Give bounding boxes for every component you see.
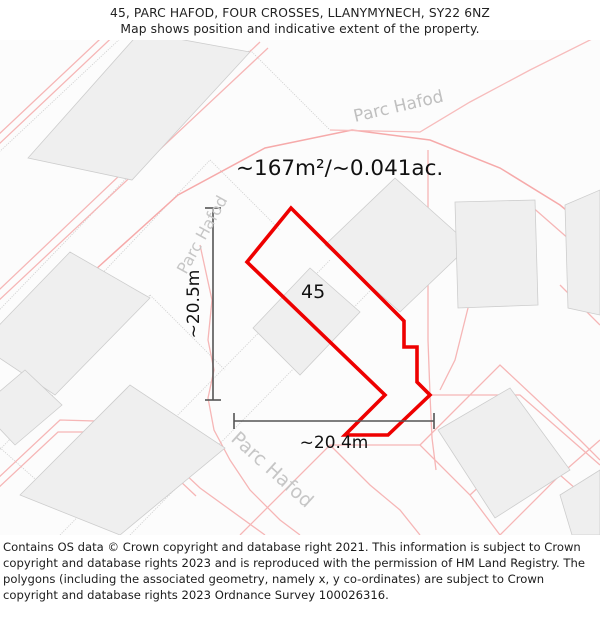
page-title: 45, PARC HAFOD, FOUR CROSSES, LLANYMYNEC…	[110, 6, 490, 20]
map-canvas[interactable]: Parc Hafod Parc Hafod Parc Hafod ~167m²/…	[0, 40, 600, 535]
map-header: 45, PARC HAFOD, FOUR CROSSES, LLANYMYNEC…	[0, 0, 600, 37]
map-vector-layer[interactable]: Parc Hafod Parc Hafod Parc Hafod ~167m²/…	[0, 40, 600, 535]
plot-number-label: 45	[301, 281, 325, 303]
map-footer: Contains OS data © Crown copyright and d…	[0, 535, 600, 625]
dimension-lines	[205, 207, 435, 429]
horizontal-dimension-label: ~20.4m	[300, 433, 369, 453]
property-plot-outline[interactable]	[244, 205, 433, 437]
area-label: ~167m²/~0.041ac.	[236, 156, 443, 181]
copyright-text: Contains OS data © Crown copyright and d…	[3, 540, 585, 603]
page-subtitle: Map shows position and indicative extent…	[120, 22, 480, 36]
vertical-dimension-label: ~20.5m	[184, 270, 204, 339]
building-footprints	[0, 40, 600, 535]
